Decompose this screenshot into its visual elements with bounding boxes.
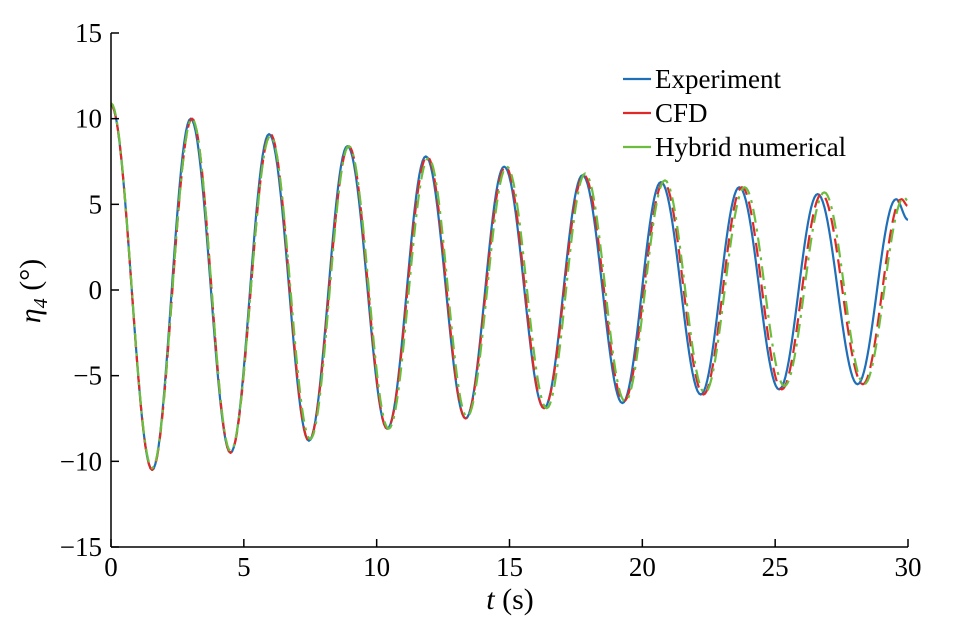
y-tick-label: −5 [73,361,102,391]
tick-labels: 0 5 10 15 20 25 30 −15 −10 −5 0 5 10 15 [60,18,922,582]
x-axis-label: t (s) [486,583,534,616]
y-tick-label: 10 [75,104,102,134]
y-axis-label-space [14,291,47,299]
legend-label: Experiment [655,64,781,94]
y-tick-label: −15 [60,532,102,562]
x-tick-label: 30 [895,552,922,582]
y-tick-label: −10 [60,446,102,476]
x-tick-label: 5 [237,552,251,582]
y-axis-label-sub: 4 [30,298,52,308]
x-tick-label: 10 [363,552,390,582]
x-tick-label: 15 [496,552,523,582]
x-tick-label: 25 [762,552,789,582]
y-axis-label-unit: (°) [14,259,47,291]
y-axis-label-var: η [14,308,47,323]
legend-label: Hybrid numerical [655,132,846,162]
y-tick-label: 5 [89,189,103,219]
x-axis-label-unit: (s) [502,583,534,616]
legend: Experiment CFD Hybrid numerical [623,64,846,162]
series-line-hybrid-numerical [110,102,909,470]
legend-label: CFD [655,98,708,128]
axes [110,32,909,548]
x-axis-label-var: t [486,583,495,616]
y-tick-label: 0 [89,275,103,305]
y-tick-label: 15 [75,18,102,48]
x-axis-label-space [495,583,503,616]
y-axis-label: η4 (°) [14,259,52,323]
x-tick-label: 0 [104,552,118,582]
series-lines [110,102,909,471]
x-tick-label: 20 [629,552,656,582]
